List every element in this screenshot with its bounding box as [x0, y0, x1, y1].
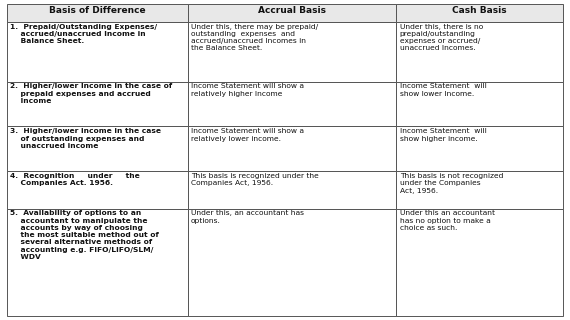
- Text: 5.  Availability of options to an
    accountant to manipulate the
    accounts : 5. Availability of options to an account…: [10, 211, 159, 260]
- Text: Basis of Difference: Basis of Difference: [49, 6, 145, 15]
- Bar: [7, 126, 188, 171]
- Bar: [188, 4, 396, 22]
- Bar: [396, 22, 563, 82]
- Text: Cash Basis: Cash Basis: [453, 6, 507, 15]
- Bar: [188, 22, 396, 82]
- Bar: [188, 209, 396, 316]
- Bar: [7, 82, 188, 126]
- Bar: [188, 171, 396, 209]
- Text: Income Statement  will
show lower Income.: Income Statement will show lower Income.: [400, 84, 486, 97]
- Bar: [7, 209, 188, 316]
- Text: Under this, an accountant has
options.: Under this, an accountant has options.: [191, 211, 304, 224]
- Bar: [7, 171, 188, 209]
- Bar: [396, 209, 563, 316]
- Bar: [396, 171, 563, 209]
- Text: 4.  Recognition     under     the
    Companies Act. 1956.: 4. Recognition under the Companies Act. …: [10, 173, 140, 186]
- Text: Income Statement  will
show higher income.: Income Statement will show higher income…: [400, 128, 486, 141]
- Bar: [188, 82, 396, 126]
- Text: 3.  Higher/lower income in the case
    of outstanding expenses and
    unaccrue: 3. Higher/lower income in the case of ou…: [10, 128, 161, 149]
- Text: Income Statement will show a
relatively lower income.: Income Statement will show a relatively …: [191, 128, 304, 141]
- Bar: [7, 22, 188, 82]
- Bar: [396, 82, 563, 126]
- Text: Under this, there is no
prepaid/outstanding
expenses or accrued/
unaccrued Incom: Under this, there is no prepaid/outstand…: [400, 24, 483, 52]
- Bar: [396, 126, 563, 171]
- Text: Accrual Basis: Accrual Basis: [258, 6, 326, 15]
- Bar: [396, 4, 563, 22]
- Text: Under this an accountant
has no option to make a
choice as such.: Under this an accountant has no option t…: [400, 211, 495, 231]
- Text: 1.  Prepaid/Outstanding Expenses/
    accrued/unaccrued Income in
    Balance Sh: 1. Prepaid/Outstanding Expenses/ accrued…: [10, 24, 157, 44]
- Bar: [188, 126, 396, 171]
- Bar: [7, 4, 188, 22]
- Text: 2.  Higher/lower Income in the case of
    prepaid expenses and accrued
    Inco: 2. Higher/lower Income in the case of pr…: [10, 84, 172, 104]
- Text: This basis is recognized under the
Companies Act, 1956.: This basis is recognized under the Compa…: [191, 173, 319, 186]
- Text: Under this, there may be prepaid/
outstanding  expenses  and
accrued/unaccrued I: Under this, there may be prepaid/ outsta…: [191, 24, 318, 52]
- Text: Income Statement will show a
relatively higher Income: Income Statement will show a relatively …: [191, 84, 304, 97]
- Text: This basis is not recognized
under the Companies
Act, 1956.: This basis is not recognized under the C…: [400, 173, 503, 194]
